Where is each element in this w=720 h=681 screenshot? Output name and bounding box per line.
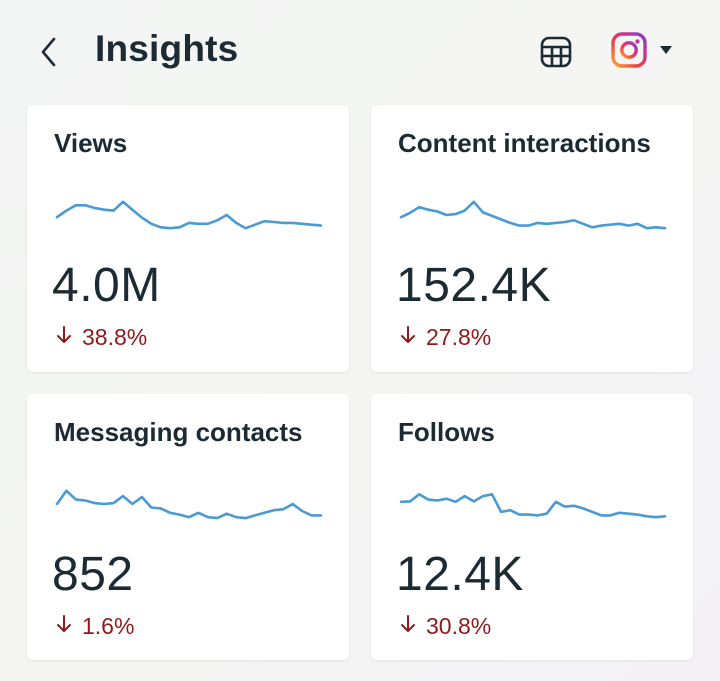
- back-button[interactable]: [32, 32, 68, 72]
- messaging-contacts-card[interactable]: Messaging contacts 852 1.6%: [27, 394, 349, 660]
- change-percent: 38.8%: [82, 324, 148, 350]
- views-sparkline: [55, 200, 323, 230]
- card-title: Follows: [398, 417, 495, 447]
- arrow-down-icon: [400, 613, 416, 640]
- sparkline-path: [55, 200, 323, 230]
- card-title: Views: [54, 128, 128, 158]
- caret-down-icon: [660, 46, 672, 54]
- follows-sparkline: [399, 493, 667, 519]
- sparkline-path: [399, 493, 667, 519]
- sparkline-path: [399, 200, 667, 230]
- metric-value: 152.4K: [396, 259, 552, 312]
- sparkline-path: [55, 489, 323, 520]
- app-header: Insights: [0, 0, 720, 100]
- change-indicator: 1.6%: [56, 613, 134, 640]
- page-title: Insights: [95, 28, 239, 69]
- table-grid-icon: [540, 36, 572, 68]
- arrow-down-icon: [56, 613, 72, 640]
- change-indicator: 30.8%: [400, 613, 491, 640]
- change-percent: 27.8%: [426, 324, 492, 350]
- content-interactions-card[interactable]: Content interactions 152.4K 27.8%: [371, 105, 693, 372]
- change-percent: 30.8%: [426, 613, 492, 639]
- content-interactions-sparkline: [399, 200, 667, 230]
- follows-card[interactable]: Follows 12.4K 30.8%: [371, 394, 693, 660]
- arrow-down-icon: [56, 324, 72, 351]
- table-view-button[interactable]: [538, 34, 574, 70]
- arrow-down-icon: [400, 324, 416, 351]
- change-percent: 1.6%: [82, 613, 135, 639]
- card-title: Messaging contacts: [54, 417, 303, 447]
- metric-value: 852: [52, 548, 134, 601]
- card-title: Content interactions: [398, 128, 651, 158]
- instagram-icon: [611, 32, 647, 68]
- change-indicator: 38.8%: [56, 324, 147, 351]
- account-switcher[interactable]: [610, 31, 680, 71]
- change-indicator: 27.8%: [400, 324, 491, 351]
- metric-value: 4.0M: [52, 259, 161, 312]
- metric-value: 12.4K: [396, 548, 524, 601]
- chevron-left-icon: [41, 37, 56, 67]
- views-card[interactable]: Views 4.0M 38.8%: [27, 105, 349, 372]
- messaging-contacts-sparkline: [55, 489, 323, 520]
